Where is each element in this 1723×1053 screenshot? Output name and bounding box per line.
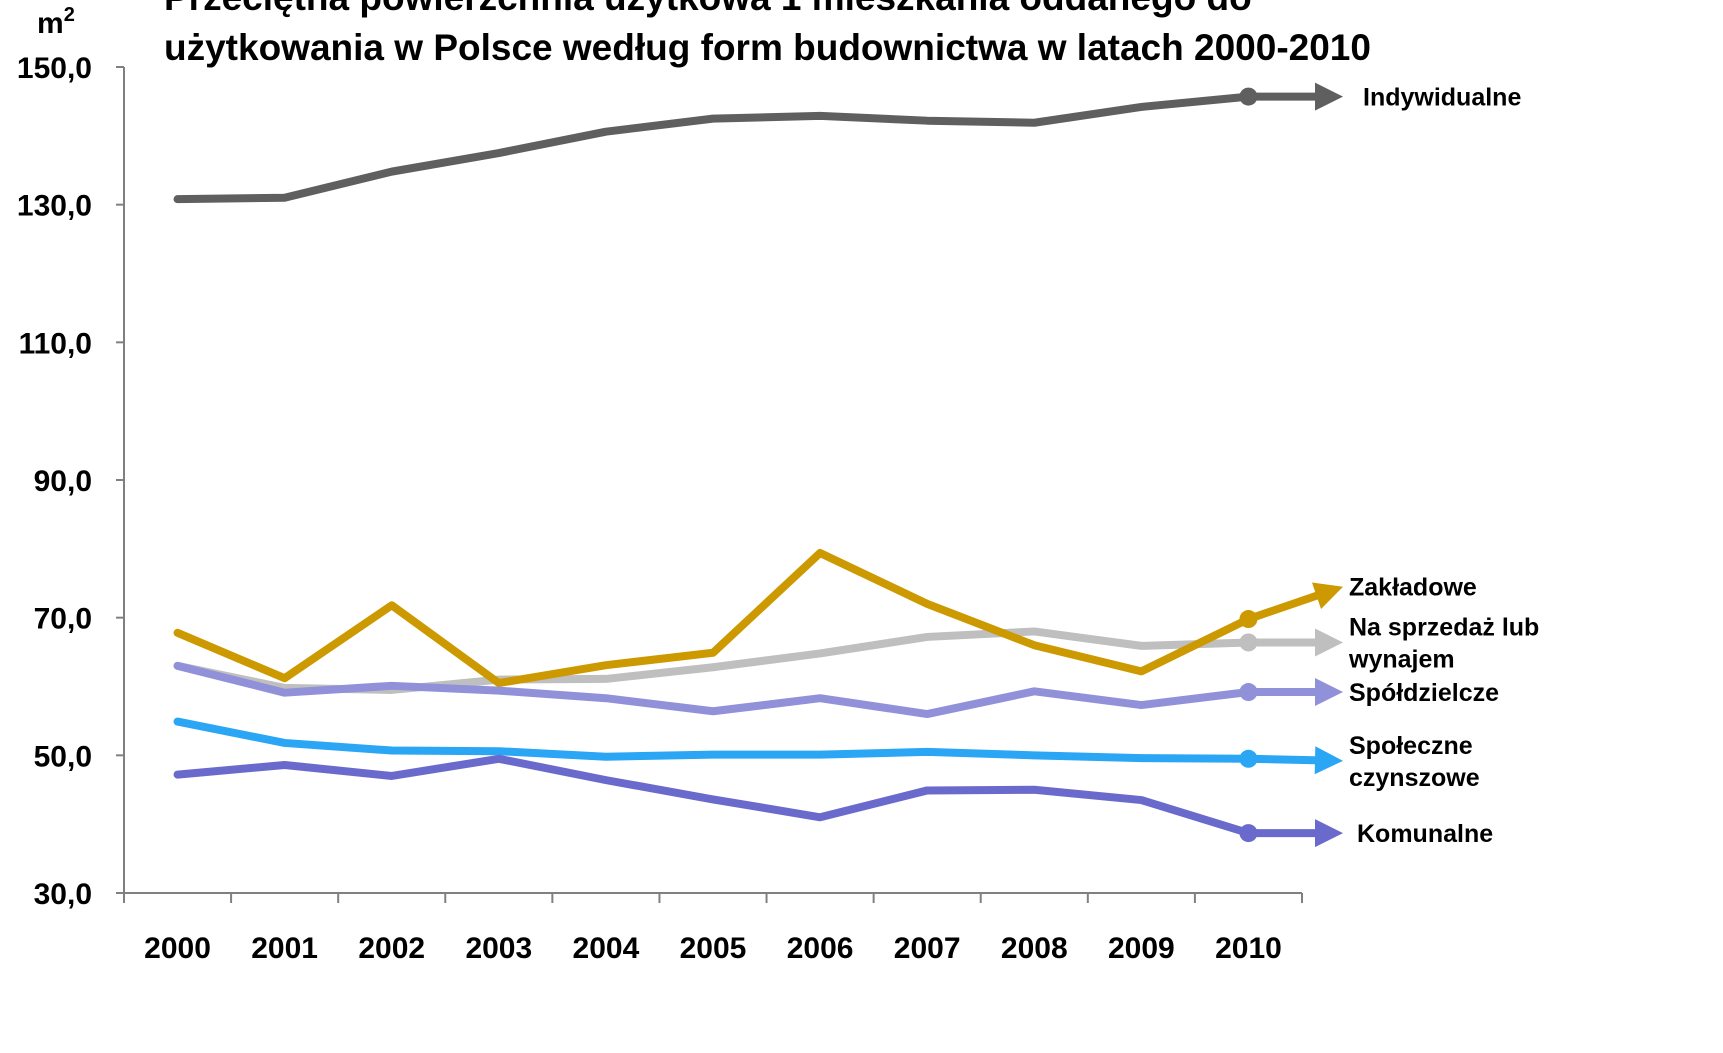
y-tick-label: 110,0 xyxy=(19,327,92,360)
series-label: Spółdzielcze xyxy=(1349,679,1499,707)
axes: 30,0 50,0 70,0 90,0 110,0 130,0 150,0 2000 2001 2… xyxy=(17,52,1303,965)
x-tick-label: 2002 xyxy=(358,932,425,965)
series-line xyxy=(173,754,1253,838)
series-zakładowe: Zakładowe xyxy=(173,548,1477,688)
x-tick-label: 2000 xyxy=(144,932,211,965)
series-arrow-head xyxy=(1315,628,1343,657)
series-label: Zakładowe xyxy=(1349,574,1477,602)
series-end-marker xyxy=(1239,610,1258,629)
series-line xyxy=(173,717,1253,763)
series-label: czynszowe xyxy=(1349,764,1480,792)
series-arrow-shaft xyxy=(1244,754,1320,765)
x-tick-label: 2006 xyxy=(787,932,854,965)
series-komunalne: Komunalne xyxy=(173,754,1493,848)
series-layer: Indywidualne Na sprzedaż lub wynajem Zakład… xyxy=(173,82,1539,848)
y-tick-label: 50,0 xyxy=(34,740,92,773)
y-axis-unit: m2 xyxy=(37,4,75,40)
x-tick-label: 2004 xyxy=(573,932,640,965)
series-arrow-head xyxy=(1311,582,1343,610)
x-tick-label: 2001 xyxy=(251,932,318,965)
chart-title-line-2: użytkowania w Polsce według form budowni… xyxy=(164,27,1371,68)
series-end-marker xyxy=(1239,683,1258,702)
series-end-marker xyxy=(1239,633,1258,652)
series-społeczne-czynszowe: Społeczne czynszowe xyxy=(173,717,1480,792)
series-line xyxy=(173,548,1253,688)
series-label: Na sprzedaż lub xyxy=(1349,613,1539,641)
x-tick-label: 2003 xyxy=(465,932,532,965)
series-line xyxy=(173,92,1253,204)
chart-title-line-1: Przeciętna powierzchnia użytkowa 1 miesz… xyxy=(164,0,1252,18)
series-arrow-head xyxy=(1315,82,1343,111)
series-arrow-head xyxy=(1315,819,1343,848)
x-tick-label: 2009 xyxy=(1108,932,1175,965)
y-tick-label: 30,0 xyxy=(34,878,92,911)
y-axis-unit-base: m xyxy=(37,7,64,40)
series-arrow-head xyxy=(1315,678,1343,707)
series-indywidualne: Indywidualne xyxy=(173,82,1521,204)
y-tick-label: 130,0 xyxy=(17,190,92,223)
x-tick-label: 2008 xyxy=(1001,932,1068,965)
y-tick-label: 90,0 xyxy=(34,465,92,498)
series-arrow-shaft xyxy=(1244,591,1321,624)
series-label: Komunalne xyxy=(1357,820,1493,848)
y-tick-label: 150,0 xyxy=(17,52,92,85)
y-axis-unit-superscript: 2 xyxy=(64,4,75,26)
series-end-marker xyxy=(1239,749,1258,768)
y-tick-label: 70,0 xyxy=(34,603,92,636)
x-tick-label: 2005 xyxy=(680,932,747,965)
x-tick-label: 2010 xyxy=(1215,932,1282,965)
series-spółdzielcze: Spółdzielcze xyxy=(173,661,1499,719)
x-tick-label: 2007 xyxy=(894,932,961,965)
series-label: Społeczne xyxy=(1349,732,1473,760)
series-arrow-head xyxy=(1314,746,1343,775)
series-line xyxy=(173,661,1253,719)
series-na-sprzedaż-lub-wynajem: Na sprzedaż lub wynajem xyxy=(173,613,1539,694)
series-end-marker xyxy=(1239,87,1258,106)
series-label: Indywidualne xyxy=(1363,84,1521,112)
series-end-marker xyxy=(1239,824,1258,843)
series-label: wynajem xyxy=(1348,645,1455,673)
